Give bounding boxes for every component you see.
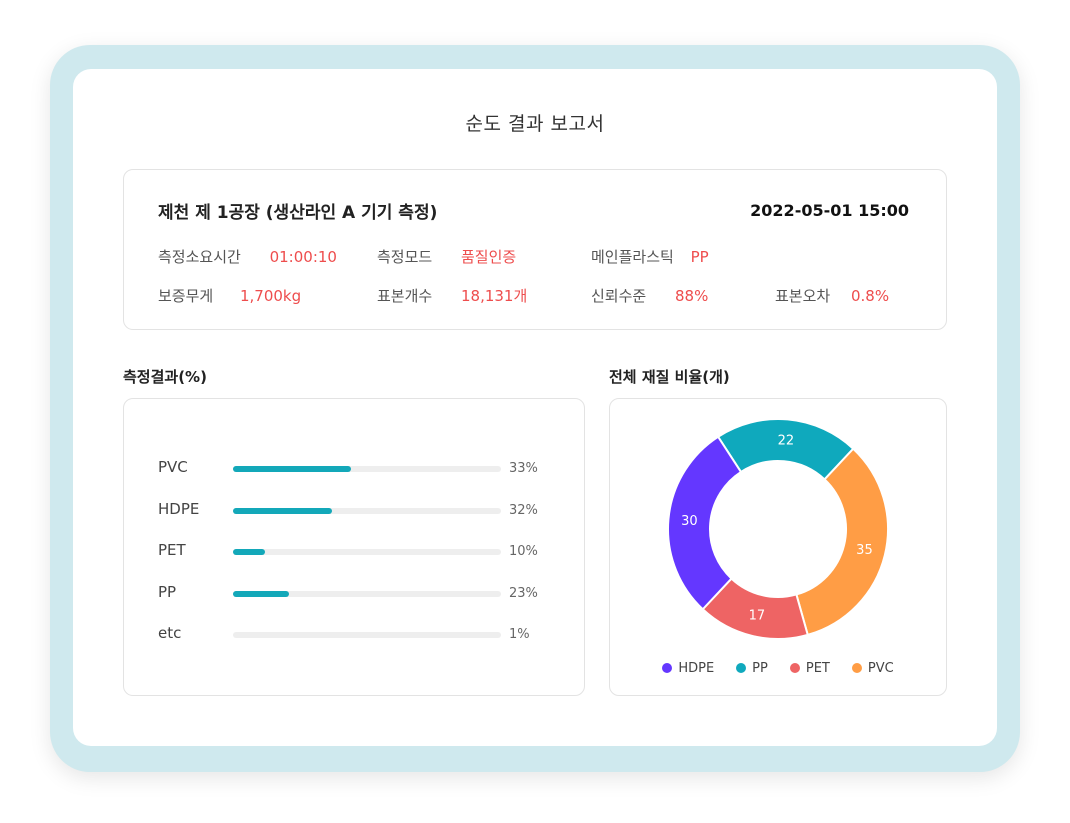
info-item-main-plastic: 메인플라스틱 PP xyxy=(591,246,709,267)
bar-row: PVC 33% xyxy=(158,458,558,482)
bar-value-label: 10% xyxy=(509,544,538,559)
info-value: 18,131개 xyxy=(460,287,528,305)
legend-dot xyxy=(662,663,673,673)
bar-fill xyxy=(233,549,266,555)
info-label: 측정모드 xyxy=(377,248,433,266)
bar-category-label: HDPE xyxy=(158,499,200,518)
bar-row: HDPE 32% xyxy=(158,500,558,524)
legend-item: PP xyxy=(736,661,768,676)
bar-row: PET 10% xyxy=(158,541,558,565)
bar-fill xyxy=(233,507,333,514)
info-item-sample-error: 표본오차 0.8% xyxy=(775,285,889,306)
bar-category-label: PVC xyxy=(158,458,188,476)
info-label: 보증무게 xyxy=(158,287,214,305)
donut-legend: HDPE PP PET PVC xyxy=(610,661,946,676)
info-label: 신뢰수준 xyxy=(591,287,647,305)
bar-value-label: 33% xyxy=(509,461,538,476)
info-item-mode: 측정모드 품질인증 xyxy=(377,246,516,267)
info-value: 1,700kg xyxy=(239,287,302,305)
donut-slice-pvc xyxy=(795,447,889,637)
legend-label: PET xyxy=(805,661,830,676)
report-datetime: 2022-05-01 15:00 xyxy=(750,201,909,220)
legend-dot xyxy=(851,663,862,673)
info-value: 품질인증 xyxy=(460,248,517,266)
donut-value-label: 30 xyxy=(681,514,698,529)
info-label: 측정소요시간 xyxy=(158,248,241,266)
donut-chart-title: 전체 재질 비율(개) xyxy=(609,368,730,386)
bar-fill xyxy=(233,590,290,597)
donut-slice-hdpe xyxy=(667,435,743,611)
info-value: 01:00:10 xyxy=(269,248,337,266)
bar-track xyxy=(233,466,501,472)
info-item-duration: 측정소요시간 01:00:10 xyxy=(158,246,337,267)
info-item-weight: 보증무게 1,700kg xyxy=(158,285,301,306)
bar-category-label: etc xyxy=(158,624,182,642)
legend-label: HDPE xyxy=(678,661,715,676)
donut-chart-panel: 22 35 17 30 HDPE PP PET PVC xyxy=(609,398,947,696)
bar-row: PP 23% xyxy=(158,583,558,607)
bar-track xyxy=(233,549,501,555)
info-value: 88% xyxy=(674,287,709,305)
donut-value-label: 17 xyxy=(749,608,766,623)
bar-chart-panel: PVC 33% HDPE 32% PET 10% PP 23% etc 1% xyxy=(123,398,585,696)
bar-category-label: PP xyxy=(158,582,177,601)
bar-fill xyxy=(233,466,351,472)
factory-heading: 제천 제 1공장 (생산라인 A 기기 측정) xyxy=(158,203,438,223)
info-value: 0.8% xyxy=(850,287,890,305)
donut-value-label: 35 xyxy=(856,543,873,558)
report-card: 순도 결과 보고서 제천 제 1공장 (생산라인 A 기기 측정) 2022-0… xyxy=(73,69,997,746)
bar-value-label: 32% xyxy=(509,502,538,518)
legend-dot xyxy=(789,663,800,673)
legend-item: PVC xyxy=(851,661,894,676)
report-title: 순도 결과 보고서 xyxy=(465,113,605,135)
bar-track xyxy=(233,507,501,514)
bar-value-label: 1% xyxy=(509,627,530,642)
legend-item: PET xyxy=(789,661,830,676)
legend-dot xyxy=(736,663,747,673)
info-label: 표본오차 xyxy=(775,287,831,305)
legend-item: HDPE xyxy=(662,661,714,676)
info-label: 메인플라스틱 xyxy=(591,248,674,266)
bar-row: etc 1% xyxy=(158,624,558,648)
info-item-sample-count: 표본개수 18,131개 xyxy=(377,285,527,306)
legend-label: PVC xyxy=(867,661,894,676)
info-item-confidence: 신뢰수준 88% xyxy=(591,285,708,306)
bar-category-label: PET xyxy=(158,541,186,559)
bar-value-label: 23% xyxy=(509,585,538,601)
donut-chart: 22 35 17 30 xyxy=(667,418,889,640)
bar-chart-title: 측정결과(%) xyxy=(123,368,207,386)
bar-track xyxy=(233,590,501,597)
donut-value-label: 22 xyxy=(778,433,795,448)
info-panel: 제천 제 1공장 (생산라인 A 기기 측정) 2022-05-01 15:00… xyxy=(123,169,947,330)
bar-track xyxy=(233,632,501,638)
info-label: 표본개수 xyxy=(377,287,433,305)
info-value: PP xyxy=(690,248,709,266)
legend-label: PP xyxy=(752,661,768,676)
